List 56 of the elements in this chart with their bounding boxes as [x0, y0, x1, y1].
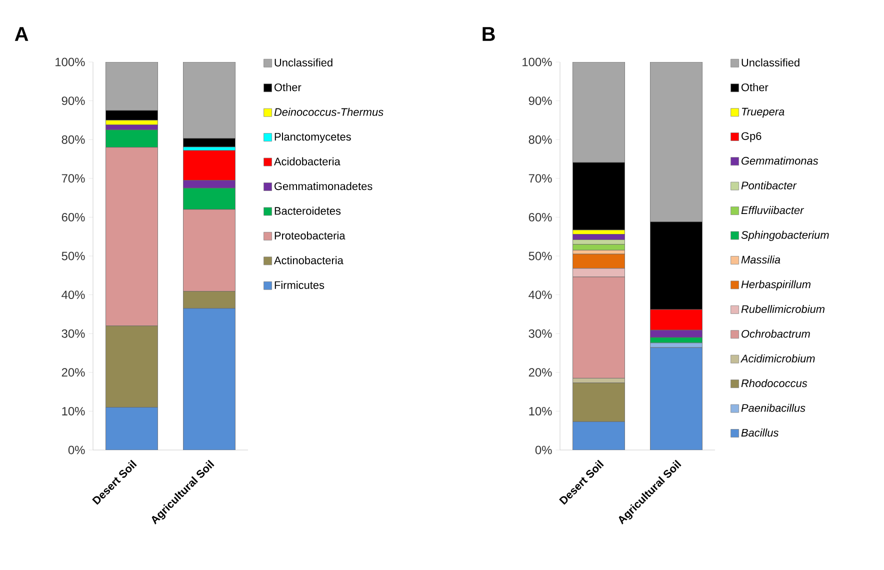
legend-label: Unclassified — [274, 58, 332, 66]
legend-label: Acidimicrobium — [740, 354, 815, 362]
y-tick-label: 10% — [529, 406, 552, 416]
legend-label: Firmicutes — [274, 280, 324, 289]
chart-title: A — [14, 27, 28, 41]
y-tick-label: 80% — [62, 135, 85, 144]
y-tick-label: 40% — [62, 290, 85, 300]
legend-label: Truepera — [742, 108, 784, 118]
y-tick-label: 100% — [56, 58, 85, 66]
legend-label: Other — [742, 83, 768, 92]
y-tick-label: 90% — [62, 96, 85, 106]
legend-label: Other — [274, 83, 302, 92]
bar — [650, 347, 702, 450]
y-tick-label: 40% — [528, 290, 552, 300]
bar — [106, 407, 158, 450]
legend-label: Pontibacter — [741, 181, 797, 190]
bar — [183, 308, 236, 450]
y-tick-label: 0% — [68, 446, 85, 454]
chart-title: B — [482, 27, 495, 41]
y-tick-label: 10% — [62, 406, 85, 416]
legend-label: Unclassified — [742, 58, 800, 66]
legend-label: Massilia — [741, 256, 780, 264]
legend-label: Gemmatimonadetes — [274, 182, 372, 190]
legend-label: Rubellimicrobium — [741, 304, 824, 313]
y-tick-label: 60% — [62, 212, 85, 222]
legend-label: Deinococcus-Thermus — [274, 108, 384, 116]
legend-label: Planctomycetes — [274, 132, 351, 143]
legend-label: Herbaspirillum — [741, 280, 810, 290]
y-tick-label: 0% — [535, 446, 552, 454]
y-tick-label: 30% — [62, 329, 85, 338]
y-tick-label: 90% — [528, 96, 552, 106]
legend-label: Gp6 — [742, 132, 762, 142]
y-tick-label: 20% — [62, 368, 85, 377]
y-tick-label: 80% — [528, 135, 552, 144]
y-tick-label: 50% — [62, 252, 85, 260]
legend-label: Effluviibacter — [741, 206, 804, 214]
legend-label: Ochrobactrum — [742, 330, 810, 338]
bar — [572, 62, 625, 163]
legend-label: Actinobacteria — [274, 256, 344, 264]
legend-label: Paenibacillus — [741, 404, 806, 412]
y-tick-label: 60% — [528, 212, 552, 222]
legend-label: Gemmatimonas — [742, 156, 818, 165]
y-tick-label: 30% — [528, 329, 552, 338]
y-tick-label: 20% — [528, 368, 552, 377]
y-tick-label: 70% — [62, 174, 85, 183]
bar — [650, 62, 702, 222]
y-tick-label: 100% — [522, 58, 552, 66]
legend-label: Bacteroidetes — [274, 206, 341, 215]
legend-label: Sphingobacterium — [741, 230, 829, 241]
y-tick-label: 50% — [528, 252, 552, 260]
legend-label: Proteobacteria — [274, 231, 346, 240]
bar — [572, 421, 625, 450]
legend-label: Acidobacteria — [274, 157, 340, 166]
y-tick-label: 70% — [528, 174, 552, 183]
legend-label: Bacillus — [741, 428, 779, 437]
legend-label: Rhodococcus — [741, 379, 808, 388]
